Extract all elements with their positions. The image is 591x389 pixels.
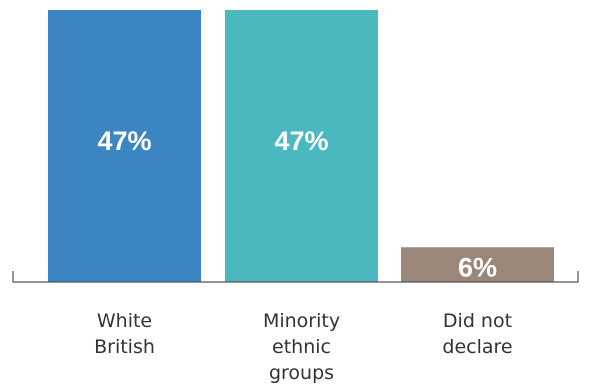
category-label-line: White: [97, 310, 152, 332]
category-label-line: ethnic: [272, 336, 331, 358]
bars-group: 47% 47% 6%: [48, 10, 554, 282]
bar-2: [225, 10, 378, 282]
bar-1: [48, 10, 201, 282]
data-label-3: 6%: [458, 252, 497, 282]
category-label-line: Did not: [443, 310, 512, 332]
category-label-1: White British: [94, 310, 155, 358]
x-axis: [12, 271, 579, 283]
category-label-line: declare: [442, 336, 512, 358]
x-axis-line: [12, 271, 579, 283]
category-label-line: Minority: [263, 310, 340, 332]
category-label-line: British: [94, 336, 155, 358]
data-label-1: 47%: [97, 126, 151, 156]
category-label-2: Minority ethnic groups: [263, 310, 340, 384]
category-labels: White British Minority ethnic groups Did not d…: [94, 310, 513, 384]
category-label-line: groups: [269, 362, 334, 384]
category-label-3: Did not declare: [442, 310, 512, 358]
bar-3: [401, 247, 554, 282]
data-label-2: 47%: [274, 126, 328, 156]
